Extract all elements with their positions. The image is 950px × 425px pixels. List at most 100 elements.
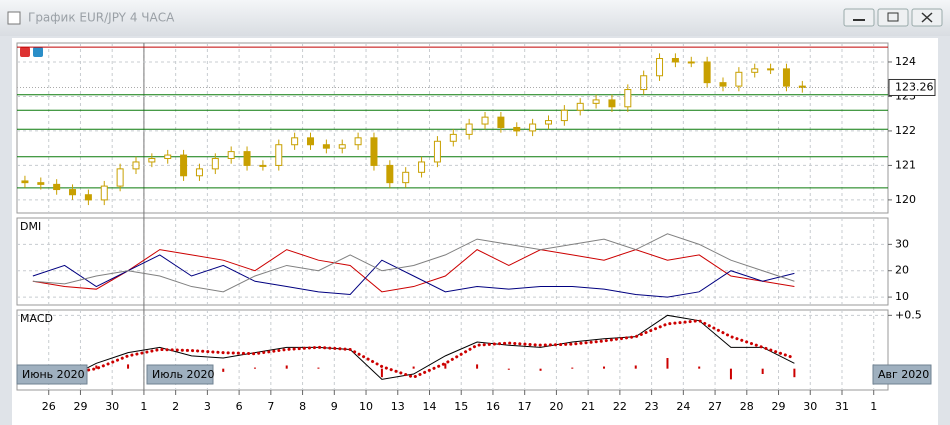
candle-body — [735, 71, 743, 87]
x-tick-label: 29 — [73, 400, 87, 413]
candle-body — [798, 85, 806, 88]
candle-body — [370, 137, 378, 166]
candle-body — [164, 154, 172, 160]
candle-body — [656, 58, 664, 77]
period-label-box — [146, 364, 214, 385]
x-tick-label: 3 — [204, 400, 211, 413]
indicator-icon[interactable] — [20, 47, 30, 57]
y-tick-label: 120 — [895, 193, 916, 206]
candle-body — [116, 168, 124, 187]
x-tick-label: 10 — [359, 400, 373, 413]
candle-body — [211, 158, 219, 170]
macd-bar — [317, 367, 320, 369]
macd-bar — [666, 358, 669, 369]
candle-body — [402, 171, 410, 184]
candle-body — [259, 164, 267, 167]
candle-body — [433, 140, 441, 163]
panel-title: MACD — [20, 312, 53, 325]
period-label: Авг 2020 — [878, 368, 929, 381]
dmi-line — [32, 249, 795, 293]
x-tick-label: 23 — [645, 400, 659, 413]
candle-body — [227, 151, 235, 160]
candle-body — [481, 116, 489, 125]
candle-body — [687, 61, 695, 64]
dmi-line — [32, 233, 795, 293]
candle-body — [307, 137, 315, 146]
candle-body — [465, 123, 473, 135]
maximize-glyph — [887, 12, 899, 22]
period-label-box — [16, 364, 88, 385]
x-tick-label: 22 — [613, 400, 627, 413]
candle-body — [53, 183, 61, 191]
macd-bar — [507, 368, 510, 370]
x-tick-label: 1 — [870, 400, 877, 413]
candle-body — [560, 109, 568, 122]
indicator-icon[interactable] — [33, 47, 43, 57]
macd-bar — [127, 364, 130, 369]
candle-body — [544, 120, 552, 125]
window-title: График EUR/JPY 4 ЧАСА — [28, 11, 175, 25]
close-glyph — [921, 12, 933, 23]
candle-body — [148, 158, 156, 163]
dmi-panel — [16, 217, 889, 306]
x-tick-label: 20 — [549, 400, 563, 413]
y-tick-label: 10 — [895, 290, 909, 303]
macd-bar — [444, 363, 447, 369]
x-tick-label: 24 — [676, 400, 690, 413]
period-label-box — [872, 364, 932, 385]
last-price-box — [888, 78, 936, 96]
candle-body — [767, 68, 775, 71]
macd-bar — [476, 364, 479, 369]
candle-body — [338, 144, 346, 149]
candle-body — [751, 68, 759, 73]
macd-bar — [285, 365, 288, 369]
x-tick-label: 15 — [454, 400, 468, 413]
x-tick-label: 2 — [172, 400, 179, 413]
candle-body — [576, 102, 584, 111]
candle-body — [671, 58, 679, 63]
candle-body — [703, 61, 711, 84]
x-tick-label: 13 — [391, 400, 405, 413]
chart-area — [12, 38, 938, 425]
candle-body — [84, 194, 92, 201]
macd-bar — [634, 365, 637, 369]
macd-bar — [95, 365, 98, 369]
maximize-button[interactable] — [877, 8, 909, 27]
macd-line — [32, 314, 795, 380]
macd-bar — [793, 368, 796, 378]
y-tick-label: +0.5 — [895, 308, 922, 321]
candle-body — [132, 161, 140, 170]
candle-body — [275, 144, 283, 166]
period-label: Июль 2020 — [152, 368, 215, 381]
candle-body — [418, 161, 426, 173]
candle-body — [386, 164, 394, 184]
x-tick-label: 31 — [835, 400, 849, 413]
x-tick-label: 30 — [803, 400, 817, 413]
window-icon — [7, 11, 21, 25]
candle-body — [592, 99, 600, 104]
macd-panel — [16, 309, 889, 391]
macd-bar — [761, 368, 764, 374]
macd-bar — [222, 368, 225, 372]
candle-body — [322, 144, 330, 149]
minimize-button[interactable] — [843, 8, 875, 27]
candle-body — [354, 137, 362, 146]
x-tick-label: 14 — [422, 400, 436, 413]
x-tick-label: 28 — [740, 400, 754, 413]
candle-body — [529, 123, 537, 132]
title-bar — [0, 0, 950, 36]
candle-body — [291, 137, 299, 146]
y-tick-label: 124 — [895, 55, 916, 68]
x-tick-label: 26 — [42, 400, 56, 413]
x-tick-label: 8 — [299, 400, 306, 413]
last-price-label: 123.26 — [895, 80, 934, 93]
candle-body — [782, 68, 790, 87]
x-tick-label: 16 — [486, 400, 500, 413]
macd-bar — [698, 366, 701, 369]
macd-bar — [539, 368, 542, 371]
y-tick-label: 30 — [895, 237, 909, 250]
macd-bar — [412, 366, 415, 369]
dmi-line — [32, 254, 795, 298]
period-label: Июнь 2020 — [22, 368, 85, 381]
